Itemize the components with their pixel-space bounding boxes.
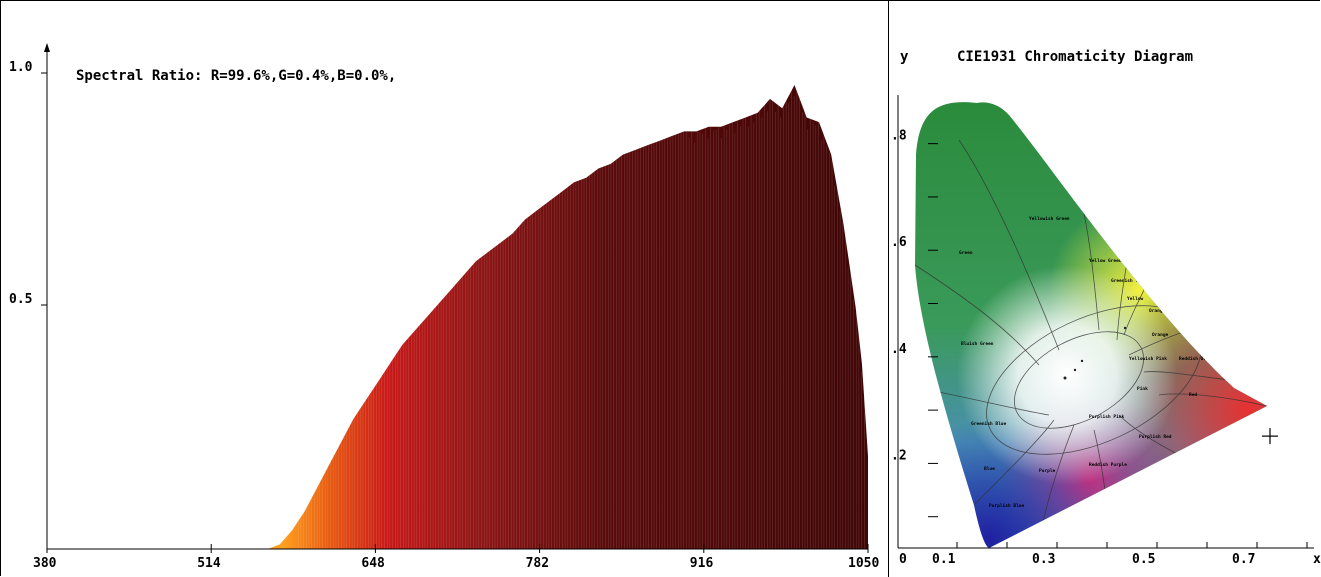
svg-text:Blue: Blue xyxy=(984,466,995,472)
cie-x-tick-label: 0.5 xyxy=(1132,552,1155,567)
cie-title: CIE1931 Chromaticity Diagram xyxy=(957,49,1193,65)
svg-text:Bluish Green: Bluish Green xyxy=(961,341,994,347)
svg-text:Yellowish Green: Yellowish Green xyxy=(1029,216,1070,222)
spectrum-x-tick-label: 916 xyxy=(690,556,714,571)
cie-y-tick-label: .8 xyxy=(891,129,907,144)
cie-y-tick-label: .4 xyxy=(891,342,907,357)
svg-text:Purplish Pink: Purplish Pink xyxy=(1089,414,1125,420)
svg-text:Orange: Orange xyxy=(1152,332,1169,338)
svg-text:Green: Green xyxy=(959,250,973,256)
cie-x-ticks: 0.1 0.3 0.5 0.7 xyxy=(932,542,1308,567)
spectrum-x-tick-label: 648 xyxy=(361,556,385,571)
cie-x-axis-label: x xyxy=(1313,552,1321,567)
spectrum-y-tick-label: 1.0 xyxy=(9,60,33,75)
cie-region-labels: Green Yellowish Green Yellow Green Green… xyxy=(959,216,1217,509)
svg-text:Reddish Purple: Reddish Purple xyxy=(1089,462,1127,468)
spectrum-title: Spectral Ratio: R=99.6%,G=0.4%,B=0.0%, xyxy=(76,68,396,84)
svg-text:Yellow: Yellow xyxy=(1127,296,1144,302)
cie-chromaticity-point xyxy=(1262,428,1278,445)
cie-horseshoe: Green Yellowish Green Yellow Green Green… xyxy=(915,102,1267,549)
spectrum-area xyxy=(47,85,868,549)
spectrum-y-ticks: 1.0 0.5 xyxy=(9,60,47,307)
spectrum-hatch xyxy=(297,85,865,549)
spectrum-x-tick-label: 1050 xyxy=(848,556,879,571)
cie-y-axis-label: y xyxy=(900,49,909,65)
cie-x-tick-label: 0.7 xyxy=(1232,552,1255,567)
svg-text:Pink: Pink xyxy=(1137,386,1148,392)
svg-text:Purple: Purple xyxy=(1039,468,1056,474)
cie-white-point-markers xyxy=(1063,326,1127,380)
svg-text:Greenish Yellow: Greenish Yellow xyxy=(1111,278,1152,284)
cie-x-tick-label: 0.1 xyxy=(932,552,956,567)
svg-text:Yellowish Pink: Yellowish Pink xyxy=(1129,356,1167,362)
svg-text:Yellow Green: Yellow Green xyxy=(1089,258,1122,264)
panel-divider xyxy=(888,0,889,577)
svg-text:Orange Yellow: Orange Yellow xyxy=(1149,308,1185,314)
spectrum-x-tick-label: 782 xyxy=(526,556,549,571)
spectrum-x-tick-label: 514 xyxy=(197,556,221,571)
cie-y-tick-label: .2 xyxy=(891,448,907,463)
svg-text:Purplish Red: Purplish Red xyxy=(1139,434,1172,440)
spectrum-y-axis-arrow xyxy=(44,43,50,52)
svg-text:Reddish Orange: Reddish Orange xyxy=(1179,356,1217,362)
spectrum-chart: 380 514 648 782 916 1050 1.0 0.5 Spectral Rati… xyxy=(9,43,879,571)
cie-y-tick-label: .6 xyxy=(891,235,907,250)
spectrum-y-tick-label: 0.5 xyxy=(9,292,32,307)
cie-origin-label: 0 xyxy=(899,552,907,567)
spectrum-x-ticks: 380 514 648 782 916 1050 xyxy=(33,544,879,571)
svg-text:Purplish Blue: Purplish Blue xyxy=(989,503,1025,509)
svg-text:Red: Red xyxy=(1189,392,1197,398)
svg-text:Greenish Blue: Greenish Blue xyxy=(971,421,1007,427)
cie-y-ticks: .8 .6 .4 .2 xyxy=(891,129,938,518)
cie-x-tick-label: 0.3 xyxy=(1032,552,1055,567)
spectrum-x-tick-label: 380 xyxy=(33,556,57,571)
cie-chart: Green Yellowish Green Yellow Green Green… xyxy=(891,49,1321,567)
